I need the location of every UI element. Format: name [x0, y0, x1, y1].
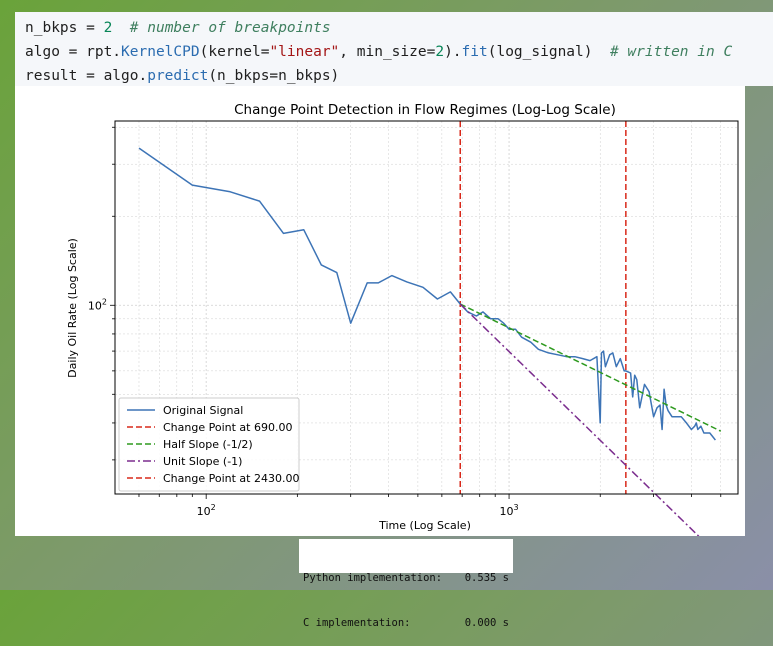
- chart-title: Change Point Detection in Flow Regimes (…: [234, 102, 616, 118]
- legend-label: Change Point at 690.00: [163, 421, 292, 434]
- series-lines: [138, 147, 722, 536]
- legend-box: [118, 397, 300, 492]
- code-line-3: result = algo.predict(n_bkps=n_bkps): [25, 68, 340, 84]
- axis-ticks: 102 103 102: [88, 126, 722, 518]
- chart: 102 103 102 Change Point Detection in Flow…: [66, 102, 739, 536]
- series-half-slope-1-2: [459, 303, 722, 432]
- timing-row-python: Python implementation: 0.535 s: [303, 572, 509, 584]
- legend-label: Change Point at 2430.00: [163, 472, 299, 485]
- code-line-2: algo = rpt.KernelCPD(kernel="linear", mi…: [25, 44, 733, 60]
- y-tick-label: 102: [88, 297, 107, 312]
- series-original-signal: [138, 147, 716, 441]
- series-unit-slope-1: [459, 303, 700, 536]
- legend: Original Signal Change Point at 690.00 Hal…: [118, 397, 300, 492]
- axes-frame: [114, 120, 739, 495]
- x-axis-label: Time (Log Scale): [378, 519, 471, 532]
- x-tick-label: 102: [197, 503, 216, 518]
- legend-label: Half Slope (-1/2): [163, 438, 253, 451]
- legend-label: Unit Slope (-1): [163, 455, 242, 468]
- legend-label: Original Signal: [163, 404, 243, 417]
- x-tick-label: 103: [500, 503, 519, 518]
- output-cell: 102 103 102 Change Point Detection in Flow…: [15, 86, 745, 536]
- timing-output: Python implementation: 0.535 s C implemen…: [299, 539, 513, 629]
- change-point-lines: [459, 121, 627, 494]
- timing-row-c: C implementation: 0.000 s: [303, 617, 509, 629]
- code-cell[interactable]: n_bkps = 2 # number of breakpoints algo =…: [15, 12, 773, 86]
- y-axis-label: Daily Oil Rate (Log Scale): [66, 238, 79, 378]
- code-line-1: n_bkps = 2 # number of breakpoints: [25, 20, 331, 36]
